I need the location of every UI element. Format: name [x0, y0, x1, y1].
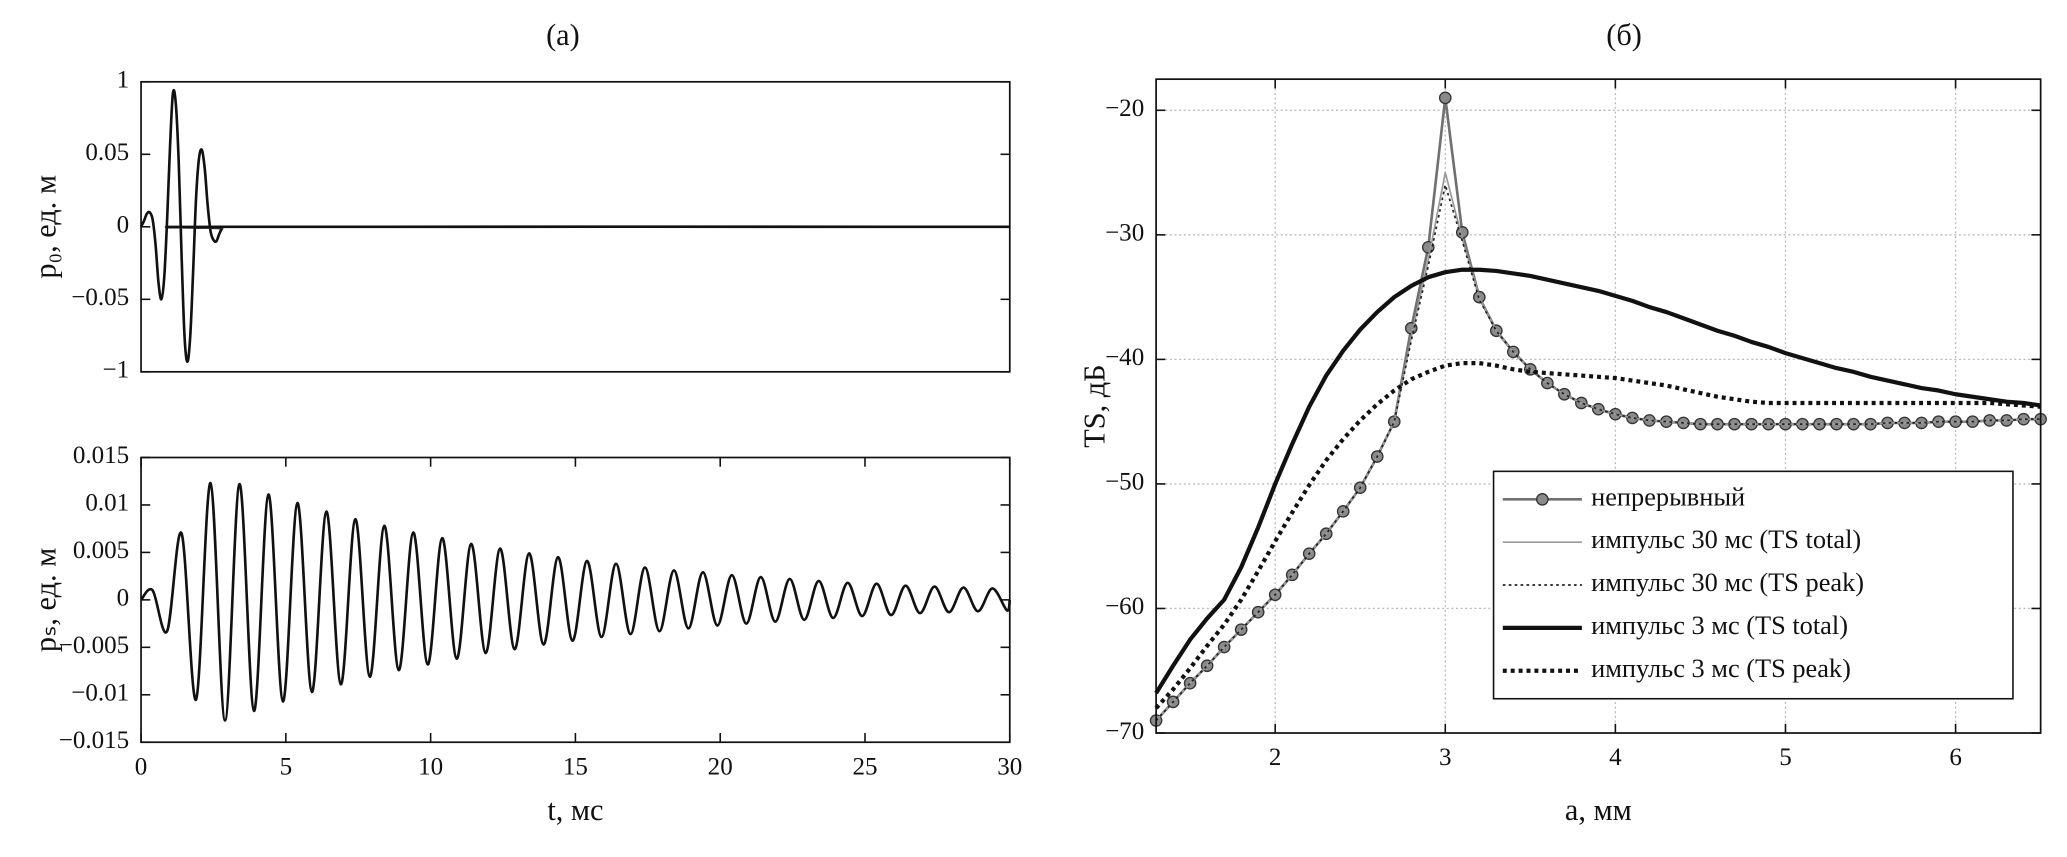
x-tick-label: 25 — [852, 753, 877, 780]
chart-title: (а) — [546, 18, 580, 52]
y-tick-label: 0.05 — [85, 139, 129, 166]
x-tick-label: 6 — [1949, 744, 1962, 771]
y-axis-label: TS, дБ — [1078, 364, 1112, 447]
legend-label: импульс 3 мс (TS total) — [1591, 611, 1848, 640]
y-tick-label: −0.05 — [71, 284, 129, 311]
data-line — [1155, 171, 2041, 722]
x-tick-label: 10 — [418, 753, 443, 780]
y-tick-label: −0.01 — [71, 680, 129, 707]
y-tick-label: −0.005 — [59, 632, 129, 659]
x-tick-label: 5 — [1779, 744, 1792, 771]
x-tick-label: 3 — [1439, 744, 1452, 771]
legend-label: импульс 30 мс (TS total) — [1591, 525, 1861, 554]
y-tick-label: −1 — [103, 357, 130, 384]
data-line — [139, 89, 1010, 363]
legend-label: импульс 30 мс (TS peak) — [1591, 568, 1864, 597]
y-tick-label: −30 — [1105, 220, 1144, 247]
x-axis-label: a, мм — [1565, 793, 1632, 827]
chart-title: (б) — [1606, 18, 1642, 52]
axes-frame — [140, 456, 1011, 744]
legend-marker — [1536, 493, 1549, 506]
y-tick-label: −0.015 — [59, 727, 129, 754]
x-axis-label: t, мс — [547, 793, 603, 827]
data-line — [140, 481, 1012, 722]
y-tick-label: −70 — [1105, 718, 1144, 745]
x-tick-label: 0 — [135, 753, 148, 780]
y-tick-label: 0.015 — [73, 442, 129, 469]
y-tick-label: −40 — [1105, 344, 1144, 371]
data-line — [1154, 361, 2041, 710]
y-tick-label: 0 — [117, 585, 130, 612]
data-marker — [1438, 91, 1452, 105]
y-tick-label: −60 — [1105, 593, 1144, 620]
axes-frame — [1155, 78, 2042, 734]
y-tick-label: 0 — [117, 212, 130, 239]
y-tick-label: −20 — [1105, 95, 1144, 122]
x-tick-label: 15 — [563, 753, 588, 780]
axes-frame — [140, 80, 1011, 373]
y-tick-label: 0.005 — [73, 537, 129, 564]
y-tick-label: 0.01 — [85, 490, 129, 517]
y-axis-label: pₛ, ед. м — [28, 548, 62, 652]
x-tick-label: 20 — [708, 753, 733, 780]
data-line — [1154, 267, 2041, 695]
x-tick-label: 30 — [997, 753, 1022, 780]
legend-label: непрерывный — [1591, 482, 1745, 511]
y-tick-label: 1 — [117, 67, 130, 94]
x-tick-label: 2 — [1269, 744, 1282, 771]
legend-label: импульс 3 мс (TS peak) — [1591, 654, 1851, 683]
data-marker — [1404, 321, 1418, 335]
x-tick-label: 4 — [1609, 744, 1622, 771]
y-tick-label: −50 — [1105, 469, 1144, 496]
y-axis-label: p₀, ед. м — [28, 175, 62, 279]
x-tick-label: 5 — [280, 753, 293, 780]
